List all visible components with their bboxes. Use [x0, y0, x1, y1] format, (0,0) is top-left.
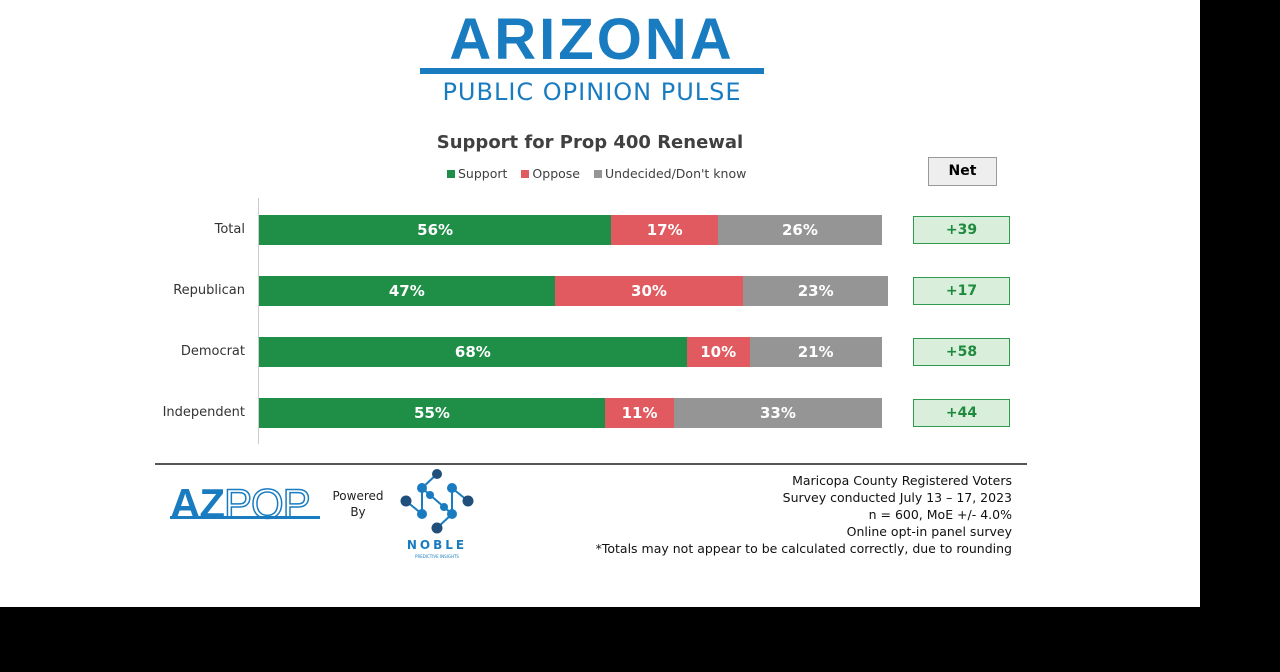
legend-label: Undecided/Don't know [604, 166, 747, 181]
legend-item: Support [447, 166, 507, 181]
note-line: Survey conducted July 13 – 17, 2023 [782, 490, 1012, 505]
noble-name: NOBLE [406, 538, 468, 552]
bar-segment-oppose: 30% [554, 276, 744, 306]
bar-segment-oppose: 17% [611, 215, 719, 245]
bar-segment-undecided-don-t-know: 26% [718, 215, 882, 245]
bar-segment-undecided-don-t-know: 23% [743, 276, 888, 306]
category-label: Total [214, 222, 245, 237]
legend-swatch [447, 170, 455, 178]
net-header: Net [928, 157, 997, 186]
canvas: ARIZONA PUBLIC OPINION PULSE Support for… [0, 0, 1200, 607]
azpop-logo: AZPOP [170, 479, 311, 528]
powered-text: Powered [332, 489, 384, 503]
bar-segment-oppose: 11% [604, 398, 675, 428]
note-line: Maricopa County Registered Voters [792, 473, 1012, 488]
noble-logo-icon [400, 469, 474, 534]
category-label: Republican [173, 283, 245, 298]
legend-label: Support [458, 166, 508, 181]
logo-underline [420, 68, 764, 74]
bar-segment-support: 55% [259, 398, 605, 428]
bar-segment-undecided-don-t-know: 33% [674, 398, 882, 428]
bar-segment-undecided-don-t-know: 21% [749, 337, 882, 367]
survey-notes: Maricopa County Registered Voters Survey… [596, 472, 1012, 557]
net-value: +44 [913, 399, 1010, 427]
legend-swatch [521, 170, 530, 178]
note-line: Online opt-in panel survey [846, 524, 1012, 539]
note-line: *Totals may not appear to be calculated … [595, 541, 1012, 556]
powered-by: Powered By [326, 488, 390, 520]
divider [155, 463, 1027, 465]
note-line: n = 600, MoE +/- 4.0% [868, 507, 1012, 522]
chart-title: Support for Prop 400 Renewal [436, 132, 744, 153]
legend-item: Oppose [521, 166, 580, 181]
legend-label: Oppose [532, 166, 580, 181]
bar-segment-support: 56% [259, 215, 612, 245]
azpop-underline [170, 516, 320, 519]
bar-segment-oppose: 10% [686, 337, 750, 367]
bar-segment-support: 47% [259, 276, 555, 306]
category-label: Democrat [180, 344, 245, 359]
category-label: Independent [162, 405, 245, 420]
azpop-logo-pop: POP [223, 479, 311, 528]
legend: Support Oppose Undecided/Don't know [447, 166, 746, 181]
net-value: +58 [913, 338, 1010, 366]
azpop-logo-az: AZ [170, 480, 225, 527]
bar-segment-support: 68% [259, 337, 687, 367]
net-value: +17 [913, 277, 1010, 305]
logo-subtitle: PUBLIC OPINION PULSE [442, 78, 742, 106]
noble-subtitle: PREDICTIVE INSIGHTS [415, 554, 459, 559]
legend-swatch [593, 170, 602, 178]
legend-item: Undecided/Don't know [593, 166, 747, 181]
by-text: By [350, 505, 366, 519]
category-axis [258, 198, 259, 444]
logo-title: ARIZONA [449, 7, 735, 72]
net-value: +39 [913, 216, 1010, 244]
